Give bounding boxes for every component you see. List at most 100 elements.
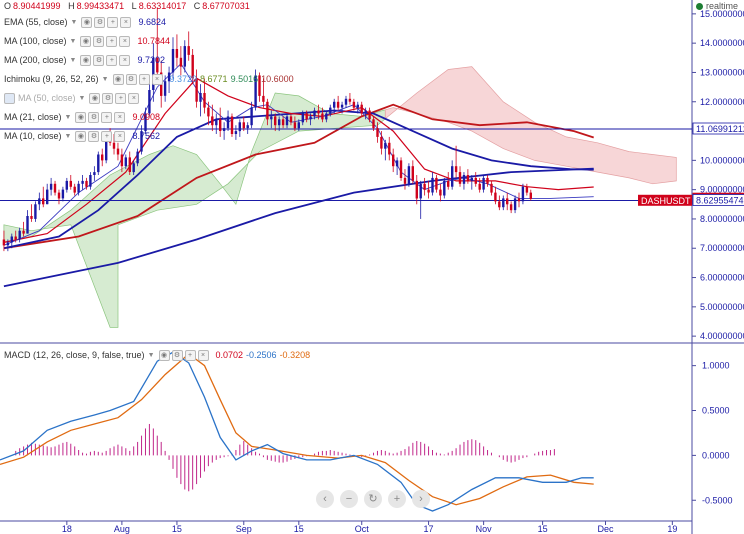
candle-body xyxy=(179,57,183,67)
settings-icon[interactable]: ⚙ xyxy=(93,54,105,66)
candle-body xyxy=(136,151,139,164)
candle-body xyxy=(222,128,226,131)
settings-icon[interactable]: ⚙ xyxy=(88,130,100,142)
candle-body xyxy=(293,122,297,129)
price-marker-bg xyxy=(692,194,744,206)
indicator-row[interactable]: Ichimoku (9, 26, 52, 26) ▼ ◉ ⚙ + × 9.3729 8.677… xyxy=(4,72,294,86)
candle xyxy=(376,122,379,143)
add-icon[interactable]: + xyxy=(138,73,150,85)
dropdown-arrow-icon[interactable]: ▼ xyxy=(69,37,77,45)
price-marker-label: 11.06991212 xyxy=(696,124,744,134)
eye-icon[interactable]: ◉ xyxy=(81,16,93,28)
candle-body xyxy=(167,72,171,82)
add-icon[interactable]: + xyxy=(106,35,118,47)
dropdown-arrow-icon[interactable]: ▼ xyxy=(69,56,77,64)
eye-icon[interactable]: ◉ xyxy=(75,111,87,123)
settings-icon[interactable]: ⚙ xyxy=(88,111,100,123)
settings-icon[interactable]: ⚙ xyxy=(94,16,106,28)
add-icon[interactable]: + xyxy=(107,16,119,28)
time-tick-label: Nov xyxy=(476,524,493,534)
candle-body xyxy=(242,122,245,129)
candle-body xyxy=(443,180,446,196)
open-value: 8.90441999 xyxy=(13,1,61,11)
candle-body xyxy=(325,113,328,120)
open-key: O xyxy=(4,1,12,11)
price-tick-label: 10.00000000 xyxy=(700,155,744,165)
add-icon[interactable]: + xyxy=(101,111,113,123)
candle xyxy=(10,233,13,249)
eye-icon[interactable]: ◉ xyxy=(112,73,124,85)
close-icon[interactable]: × xyxy=(114,111,126,123)
candle xyxy=(112,133,116,155)
close-icon[interactable]: × xyxy=(114,130,126,142)
candle-body xyxy=(238,122,241,132)
visibility-toggle-icon[interactable] xyxy=(4,92,15,104)
scroll-left-button[interactable]: ‹ xyxy=(316,490,334,508)
dropdown-arrow-icon[interactable]: ▼ xyxy=(78,94,86,102)
add-icon[interactable]: + xyxy=(115,92,127,104)
dropdown-arrow-icon[interactable]: ▼ xyxy=(101,75,109,83)
dropdown-arrow-icon[interactable]: ▼ xyxy=(64,113,72,121)
time-tick-label: 18 xyxy=(62,524,72,534)
candle-body xyxy=(506,198,509,205)
candle xyxy=(30,204,33,222)
settings-icon[interactable]: ⚙ xyxy=(102,92,114,104)
indicator-row[interactable]: MA (100, close) ▼ ◉ ⚙ + × 10.7844 xyxy=(4,34,170,48)
candle-body xyxy=(18,230,21,240)
eye-icon[interactable]: ◉ xyxy=(89,92,101,104)
candle-body xyxy=(388,142,391,155)
settings-icon[interactable]: ⚙ xyxy=(171,349,183,361)
settings-icon[interactable]: ⚙ xyxy=(125,73,137,85)
zoom-out-button[interactable]: − xyxy=(340,490,358,508)
zoom-in-button[interactable]: + xyxy=(388,490,406,508)
dropdown-arrow-icon[interactable]: ▼ xyxy=(64,132,72,140)
candle xyxy=(97,151,100,175)
settings-icon[interactable]: ⚙ xyxy=(93,35,105,47)
ma200-line xyxy=(3,167,594,288)
add-icon[interactable]: + xyxy=(106,54,118,66)
eye-icon[interactable]: ◉ xyxy=(80,54,92,66)
macd-legend-row[interactable]: MACD (12, 26, close, 9, false, true) ▼ ◉ ⚙ +… xyxy=(4,348,310,362)
candle xyxy=(53,180,57,196)
candle xyxy=(93,166,96,181)
close-icon[interactable]: × xyxy=(119,54,131,66)
eye-icon[interactable]: ◉ xyxy=(75,130,87,142)
candle xyxy=(403,169,407,190)
close-icon[interactable]: × xyxy=(120,16,132,28)
close-icon[interactable]: × xyxy=(151,73,163,85)
candle-body xyxy=(101,154,104,161)
symbol-tag-bg xyxy=(638,194,692,206)
candle xyxy=(219,107,222,137)
close-icon[interactable]: × xyxy=(119,35,131,47)
dropdown-arrow-icon[interactable]: ▼ xyxy=(147,351,155,359)
close-icon[interactable]: × xyxy=(197,349,209,361)
scroll-right-button[interactable]: › xyxy=(412,490,430,508)
candle xyxy=(195,69,198,108)
add-icon[interactable]: + xyxy=(101,130,113,142)
candle xyxy=(175,34,179,67)
candle-body xyxy=(49,183,53,190)
add-icon[interactable]: + xyxy=(184,349,196,361)
candle-body xyxy=(203,93,206,108)
candle xyxy=(435,175,438,193)
candle xyxy=(120,148,124,173)
candle xyxy=(6,239,10,252)
reset-button[interactable]: ↻ xyxy=(364,490,382,508)
indicator-row[interactable]: MA (50, close) ▼ ◉ ⚙ + × xyxy=(4,91,143,105)
candle-body xyxy=(384,142,387,149)
candle-body xyxy=(278,119,281,126)
close-icon[interactable]: × xyxy=(128,92,140,104)
candle xyxy=(238,119,241,137)
indicator-row[interactable]: MA (200, close) ▼ ◉ ⚙ + × 9.7202 xyxy=(4,53,165,67)
eye-icon[interactable]: ◉ xyxy=(80,35,92,47)
dropdown-arrow-icon[interactable]: ▼ xyxy=(70,18,78,26)
eye-icon[interactable]: ◉ xyxy=(158,349,170,361)
candle xyxy=(329,104,332,117)
candle xyxy=(340,101,344,114)
candle xyxy=(451,160,454,190)
indicator-row[interactable]: MA (10, close) ▼ ◉ ⚙ + × 8.7562 xyxy=(4,129,160,143)
indicator-row[interactable]: MA (21, close) ▼ ◉ ⚙ + × 9.0908 xyxy=(4,110,160,124)
indicator-row[interactable]: EMA (55, close) ▼ ◉ ⚙ + × 9.6824 xyxy=(4,15,166,29)
